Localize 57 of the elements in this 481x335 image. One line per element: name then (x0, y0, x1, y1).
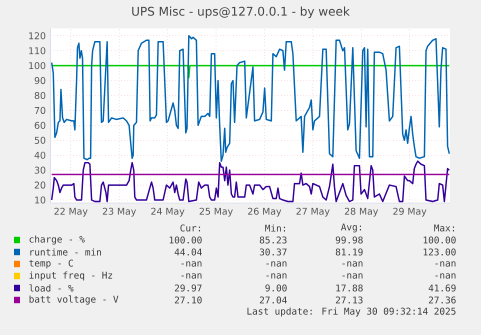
text: Max: (434, 224, 454, 232)
y-tick-label: 80 (34, 92, 46, 100)
x-tick-label: 26 May (248, 208, 282, 217)
y-tick-label: 40 (34, 152, 46, 159)
x-tick-label: 22 May (54, 208, 88, 217)
x-tick-label: 28 May (344, 208, 378, 217)
text: Cur: (180, 224, 200, 232)
text: 27.10 (174, 296, 202, 304)
text: -nan (181, 261, 202, 267)
y-tick-label: 50 (34, 136, 46, 144)
text: -nan (435, 261, 456, 267)
text: 27.36 (428, 296, 456, 304)
text: Last update: Fri May 30 09:32:14 2025 (247, 307, 456, 317)
legend-label: runtime - min (30, 248, 101, 256)
legend-label: input freq - Hz (30, 271, 112, 281)
text: Avg: (340, 224, 362, 232)
text: 27.13 (336, 296, 363, 304)
x-tick-label: 29 May (393, 208, 426, 217)
chart-title: UPS Misc - ups@127.0.0.1 - by week (132, 6, 350, 18)
y-tick-label: 120 (29, 32, 46, 40)
text: -nan (181, 273, 202, 279)
text: 44.04 (174, 248, 202, 256)
text: 81.19 (336, 248, 363, 256)
text: -nan (266, 261, 286, 267)
legend-label: charge - % (30, 235, 85, 245)
text: 123.00 (424, 248, 456, 256)
y-tick-label: 110 (29, 47, 46, 54)
x-tick-label: 23 May (102, 208, 136, 217)
y-tick-label: 60 (34, 122, 46, 129)
text: 9.00 (265, 284, 287, 292)
y-tick-label: 20 (34, 182, 46, 189)
line-series (50, 35, 450, 162)
y-tick-label: 90 (34, 77, 46, 84)
y-tick-label: 100 (29, 62, 46, 70)
text: 30.37 (260, 248, 287, 256)
legend-label: temp - C (29, 260, 73, 268)
text: 41.69 (428, 284, 456, 292)
x-tick-label: 27 May (296, 208, 330, 217)
text: 17.88 (336, 284, 363, 292)
y-tick-label: 30 (34, 166, 46, 174)
text: 85.23 (260, 236, 287, 244)
x-tick-label: 25 May (200, 208, 233, 217)
text: 100.00 (424, 236, 456, 244)
text: -nan (435, 273, 456, 279)
text: -nan (342, 273, 362, 279)
text: -nan (266, 273, 286, 279)
text: 27.04 (260, 296, 287, 304)
text: -nan (342, 261, 362, 267)
y-tick-label: 10 (35, 196, 46, 204)
legend-label: batt voltage - V (30, 295, 118, 305)
text: 99.98 (336, 236, 363, 244)
x-tick-label: 24 May (151, 208, 184, 217)
legend-label: load - % (29, 284, 74, 292)
text: 100.00 (170, 236, 202, 244)
text: Min: (265, 224, 286, 232)
y-tick-label: 70 (34, 106, 46, 114)
text: 29.97 (174, 284, 202, 292)
